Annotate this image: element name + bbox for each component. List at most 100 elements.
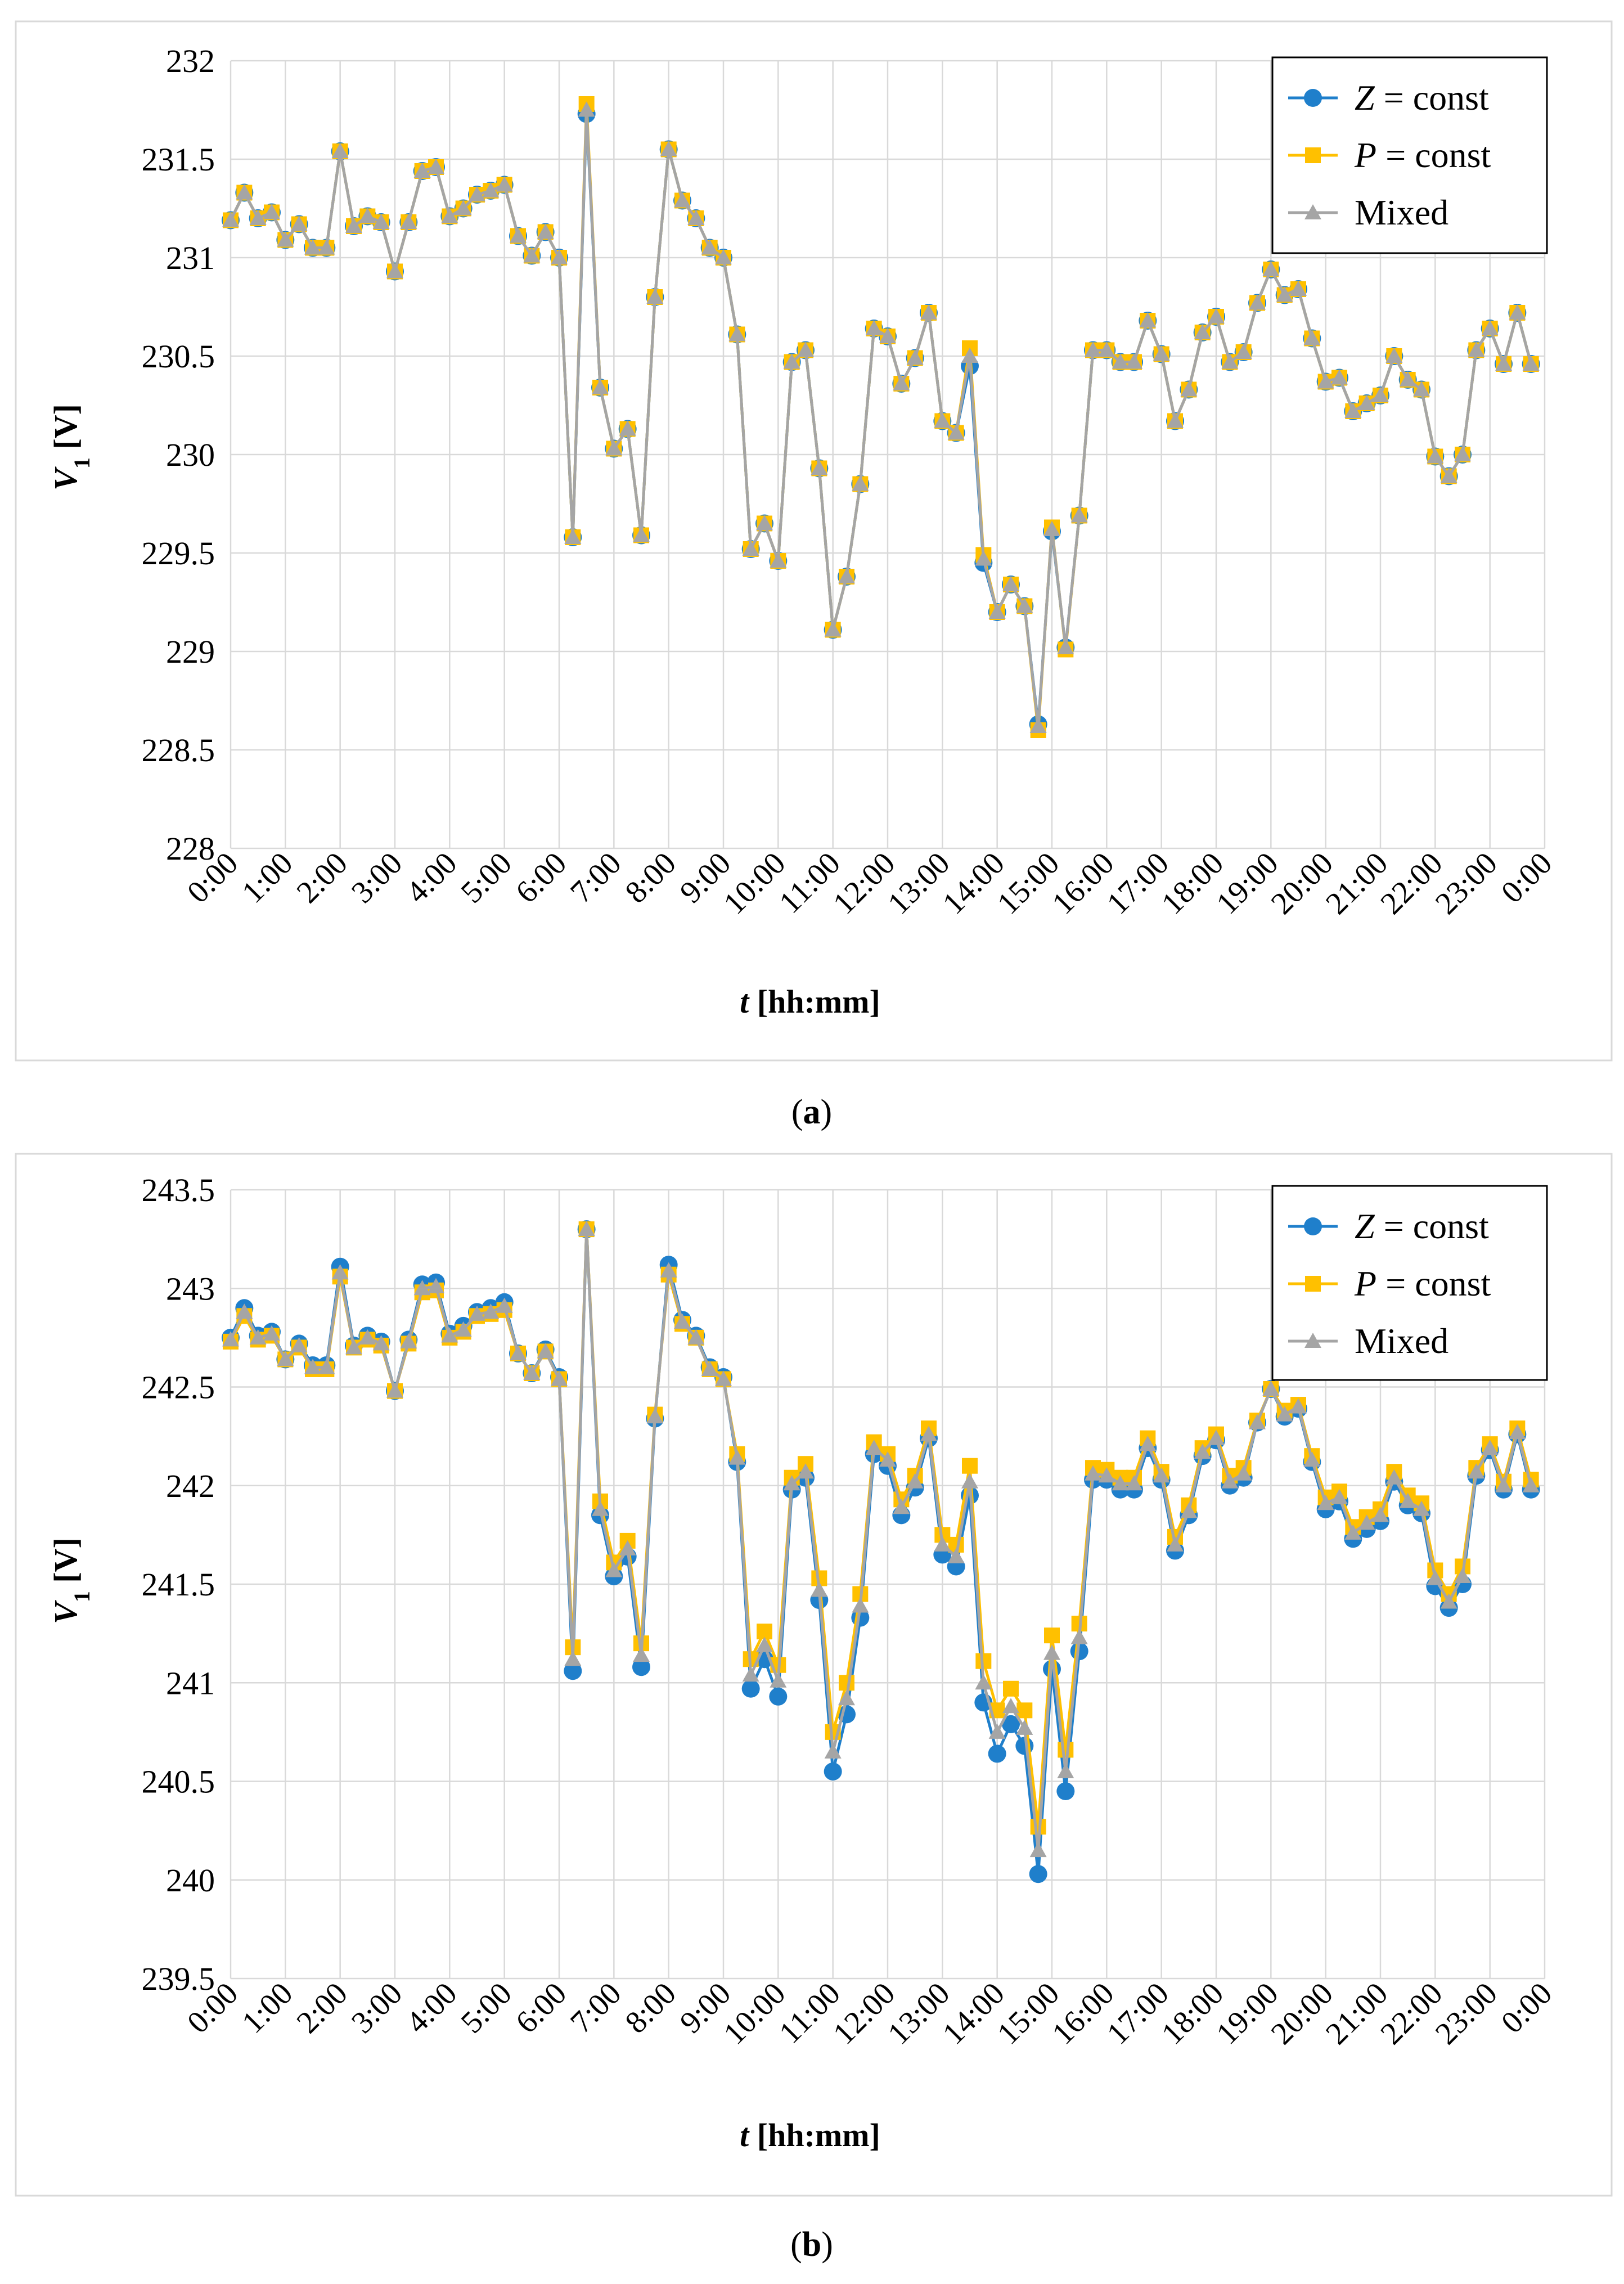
chart-a-mixed-point [345, 218, 362, 233]
chart-b-mixed-point [893, 1499, 910, 1514]
chart-a-mixed-point [1194, 324, 1211, 339]
chart-b-z-point [632, 1658, 650, 1676]
chart-a-mixed-point [1495, 356, 1512, 371]
chart-b-mixed-point [441, 1327, 458, 1343]
chart-a-y-tick-label: 232 [166, 43, 215, 79]
chart-b-mixed-point [715, 1370, 732, 1386]
chart-a-mixed-point [510, 227, 527, 243]
chart-a-series [222, 96, 1540, 738]
chart-b-mixed-point [400, 1333, 417, 1348]
chart-b-mixed-point [1057, 1763, 1074, 1778]
chart-b-mixed-point [1372, 1507, 1389, 1522]
chart-a-mixed-point [1180, 381, 1198, 397]
chart-a-mixed-point [1126, 353, 1142, 369]
chart-b-mixed-point [1139, 1436, 1157, 1451]
chart-a-mixed-point [906, 349, 924, 365]
chart-b-mixed-point [428, 1278, 444, 1293]
chart-b-mixed-point [920, 1426, 937, 1441]
chart-b-mixed-point [1481, 1440, 1499, 1455]
chart-b-z-point [741, 1679, 760, 1698]
chart-b-legend-mixed-marker [1304, 1333, 1321, 1348]
chart-a-mixed-point [1290, 281, 1307, 296]
chart-b-mixed-point [1070, 1629, 1088, 1644]
chart-b-mixed-point [1358, 1514, 1375, 1530]
chart-b-mixed-point [496, 1297, 513, 1313]
chart-b-mixed-point [1249, 1414, 1266, 1429]
chart-b-mixed-point [1468, 1463, 1485, 1479]
chart-b-mixed-point [551, 1370, 568, 1386]
chart-a-mixed-point [1139, 312, 1157, 327]
chart-a-mixed-point [975, 550, 992, 566]
chart-a-mixed-point [331, 143, 349, 158]
chart-b-y-tick-label: 241 [166, 1665, 215, 1701]
chart-a-mixed-point [359, 208, 376, 223]
chart-b-y-tick-label: 240.5 [142, 1764, 215, 1800]
chart-b-mixed-point [1413, 1500, 1430, 1516]
chart-b-mixed-point [633, 1647, 650, 1662]
chart-b-mixed-point [1290, 1398, 1307, 1414]
chart-b-mixed-point [646, 1408, 664, 1424]
chart-a-mixed-point [1153, 345, 1170, 361]
chart-a-mixed-point [1221, 353, 1239, 369]
chart-a-y-tick-label: 230 [166, 437, 215, 473]
chart-b-legend-z-marker [1304, 1217, 1322, 1235]
chart-b-mixed-point [222, 1331, 239, 1347]
chart-a-mixed-point [592, 379, 609, 394]
chart-b-mixed-point [1454, 1567, 1471, 1583]
chart-a-mixed-point [1522, 356, 1540, 371]
chart-b-legend-p-marker [1305, 1276, 1321, 1292]
chart-b-p-point [1016, 1702, 1033, 1719]
chart-b-mixed-point [1112, 1475, 1129, 1491]
chart-a-mixed-point [1249, 294, 1266, 310]
chart-b-p-point [1003, 1680, 1019, 1697]
chart-b-mixed-point [660, 1262, 677, 1278]
chart-a-gridlines [230, 60, 1546, 849]
chart-a-mixed-point [441, 208, 458, 223]
chart-a-legend-z-label: Z = const [1355, 78, 1489, 118]
chart-b-mixed-point [906, 1473, 924, 1489]
chart-a-mixed-point [277, 231, 294, 247]
chart-a-mixed-point [1440, 467, 1457, 483]
chart-b-y-tick-label: 242 [166, 1468, 215, 1504]
chart-a-mixed-point [304, 239, 321, 255]
chart-b-mixed-point [865, 1440, 883, 1455]
chart-b-mixed-point [975, 1674, 992, 1690]
chart-a-mixed-point [482, 182, 500, 197]
panel-label-b: (b) [790, 2225, 833, 2264]
chart-b-z-point [824, 1762, 842, 1781]
chart-a-mixed-point [1454, 446, 1471, 461]
chart-b-series [222, 1220, 1540, 1883]
chart-a-mixed-point [756, 515, 773, 530]
chart-b-z-point [1056, 1782, 1075, 1801]
chart-a-mixed-point [496, 176, 513, 192]
chart-a-mixed-point [920, 304, 937, 320]
chart-a-mixed-point [1057, 639, 1074, 654]
chart-b-mixed-point [1344, 1524, 1362, 1540]
chart-b-p-point [757, 1624, 772, 1640]
chart-b-mixed-point [1194, 1444, 1211, 1459]
chart-a-legend-z-marker [1304, 89, 1322, 107]
chart-a-mixed-point [824, 621, 842, 637]
chart-b-mixed-point [797, 1463, 814, 1479]
chart-b-mixed-point [988, 1723, 1006, 1739]
chart-b-mixed-point [1043, 1644, 1060, 1660]
chart-a-mixed-point [386, 263, 403, 278]
chart-a-mixed-point [1413, 381, 1430, 397]
chart-b-mixed-point [674, 1313, 691, 1329]
chart-a-mixed-point [605, 440, 623, 456]
chart-b-y-tick-label: 243.5 [142, 1172, 215, 1208]
chart-b-ylabel-var: V [47, 1600, 84, 1624]
chart-a-mixed-point [934, 412, 951, 428]
chart-b-mixed-point [701, 1360, 718, 1376]
chart-a-mixed-point [811, 460, 828, 475]
chart-a-mixed-point [1481, 320, 1499, 335]
chart-a-mixed-point [1043, 521, 1060, 536]
chart-a-legend-mixed-marker [1304, 204, 1321, 219]
chart-a-y-tick-label: 229.5 [142, 535, 215, 572]
chart-a-mixed-point [687, 210, 705, 225]
chart-a-mixed-point [742, 541, 759, 556]
chart-b-mixed-point [1235, 1465, 1252, 1481]
chart-a-mixed-point [1303, 330, 1321, 345]
chart-a-mixed-point [619, 420, 636, 436]
